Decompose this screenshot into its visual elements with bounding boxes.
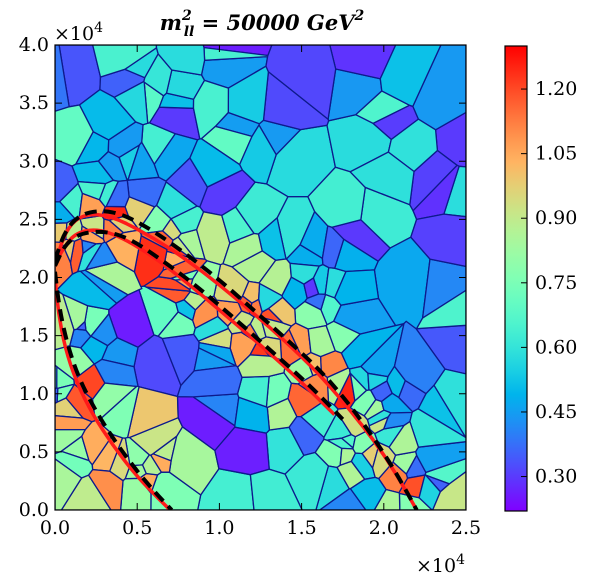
contour-curve-dashed [55,229,345,421]
heatmap-cell [55,415,93,431]
title-sup2: 2 [354,8,365,24]
heatmap-cell [102,218,125,244]
heatmap-cell [307,166,366,228]
y-axis-ticks: 0.0 0.5 1.0 1.5 2.0 2.5 3.0 3.5 4.0 [19,34,466,521]
heatmap-cells [55,45,466,510]
x-tick-label: 1.0 [204,517,234,539]
heatmap-cell [75,320,87,331]
x-scale-label: ×104 [416,552,465,577]
heatmap-cell [105,179,130,208]
heatmap-cell [368,415,390,435]
x-tick-label: 0.5 [122,517,152,539]
heatmap-cell [126,141,160,181]
colorbar-tick-label: 0.75 [535,272,577,294]
heatmap-cell [90,312,118,347]
heatmap-cell [258,282,284,313]
title-sub: ll [184,24,195,40]
heatmap-cell [307,324,337,358]
y-scale-label: ×104 [54,20,103,45]
heatmap-cell [379,45,442,108]
heatmap-cell [113,80,149,126]
heatmap-cell [265,45,337,121]
heatmap-cell [55,104,94,167]
y-tick-label: 1.5 [19,325,49,347]
heatmap-cell [336,407,371,438]
heatmap-cell [431,470,466,510]
contour-curve-red [55,277,172,510]
heatmap-cell [371,104,420,141]
heatmap-cell [77,180,107,201]
heatmap-cell [55,387,59,405]
y-tick-label: 3.5 [19,92,49,114]
colorbar-ticks: 0.30 0.45 0.60 0.75 0.90 1.05 1.20 [521,78,577,488]
heatmap-cell [349,476,387,510]
colorbar-tick-label: 0.90 [535,207,577,229]
heatmap-cell [289,262,321,285]
heatmap-cell [55,345,96,381]
heatmap-cell [367,372,389,391]
y-tick-label: 0.5 [19,441,49,463]
contour-curve-dashed [55,209,419,510]
y-tick-label: 0.0 [19,499,49,521]
heatmap-cell [349,371,368,403]
heatmap-cell [55,458,83,510]
heatmap-cell [238,123,277,185]
y-tick-label: 2.5 [19,208,49,230]
title-rest: = 50000 GeV [194,10,357,35]
colorbar-tick-label: 0.45 [535,401,577,423]
heatmap-cell [149,453,172,473]
x-tick-label: 1.5 [286,517,316,539]
x-axis-ticks: 0.0 0.5 1.0 1.5 2.0 2.5 [40,45,481,539]
colorbar-tick-label: 1.20 [535,78,577,100]
heatmap-cell [333,269,380,306]
y-tick-label: 2.0 [19,267,49,289]
x-tick-label: 2.5 [451,517,481,539]
heatmap-cell [55,200,76,224]
heatmap-cell [192,79,230,140]
heatmap-cell [349,151,415,206]
contour-curves [55,209,419,510]
heatmap-cell [388,420,420,456]
heatmap-cell [410,213,466,268]
colorbar-tick-label: 1.05 [535,143,577,165]
heatmap-cell [155,45,206,76]
y-tick-label: 4.0 [19,34,49,56]
heatmap-cell [249,468,303,510]
heatmap-cell [433,368,466,439]
y-tick-label: 3.0 [19,150,49,172]
y-tick-label: 1.0 [19,383,49,405]
heatmap-cell [412,164,460,221]
x-tick-label: 0.0 [40,517,70,539]
heatmap-cell [393,320,446,395]
title-main: m [160,10,182,35]
chart-title: m2 ll = 50000 GeV2 [160,8,365,40]
heatmap-cell [189,138,244,188]
heatmap-cell [92,45,158,78]
x-tick-label: 2.0 [369,517,399,539]
title-sup: 2 [181,8,192,24]
heatmap-cell [87,468,124,510]
colorbar [504,45,528,512]
colorbar-tick-label: 0.30 [535,466,577,488]
heatmap-cell [418,473,442,510]
colorbar-tick-label: 0.60 [535,336,577,358]
contour-curve-dashed [55,271,174,510]
